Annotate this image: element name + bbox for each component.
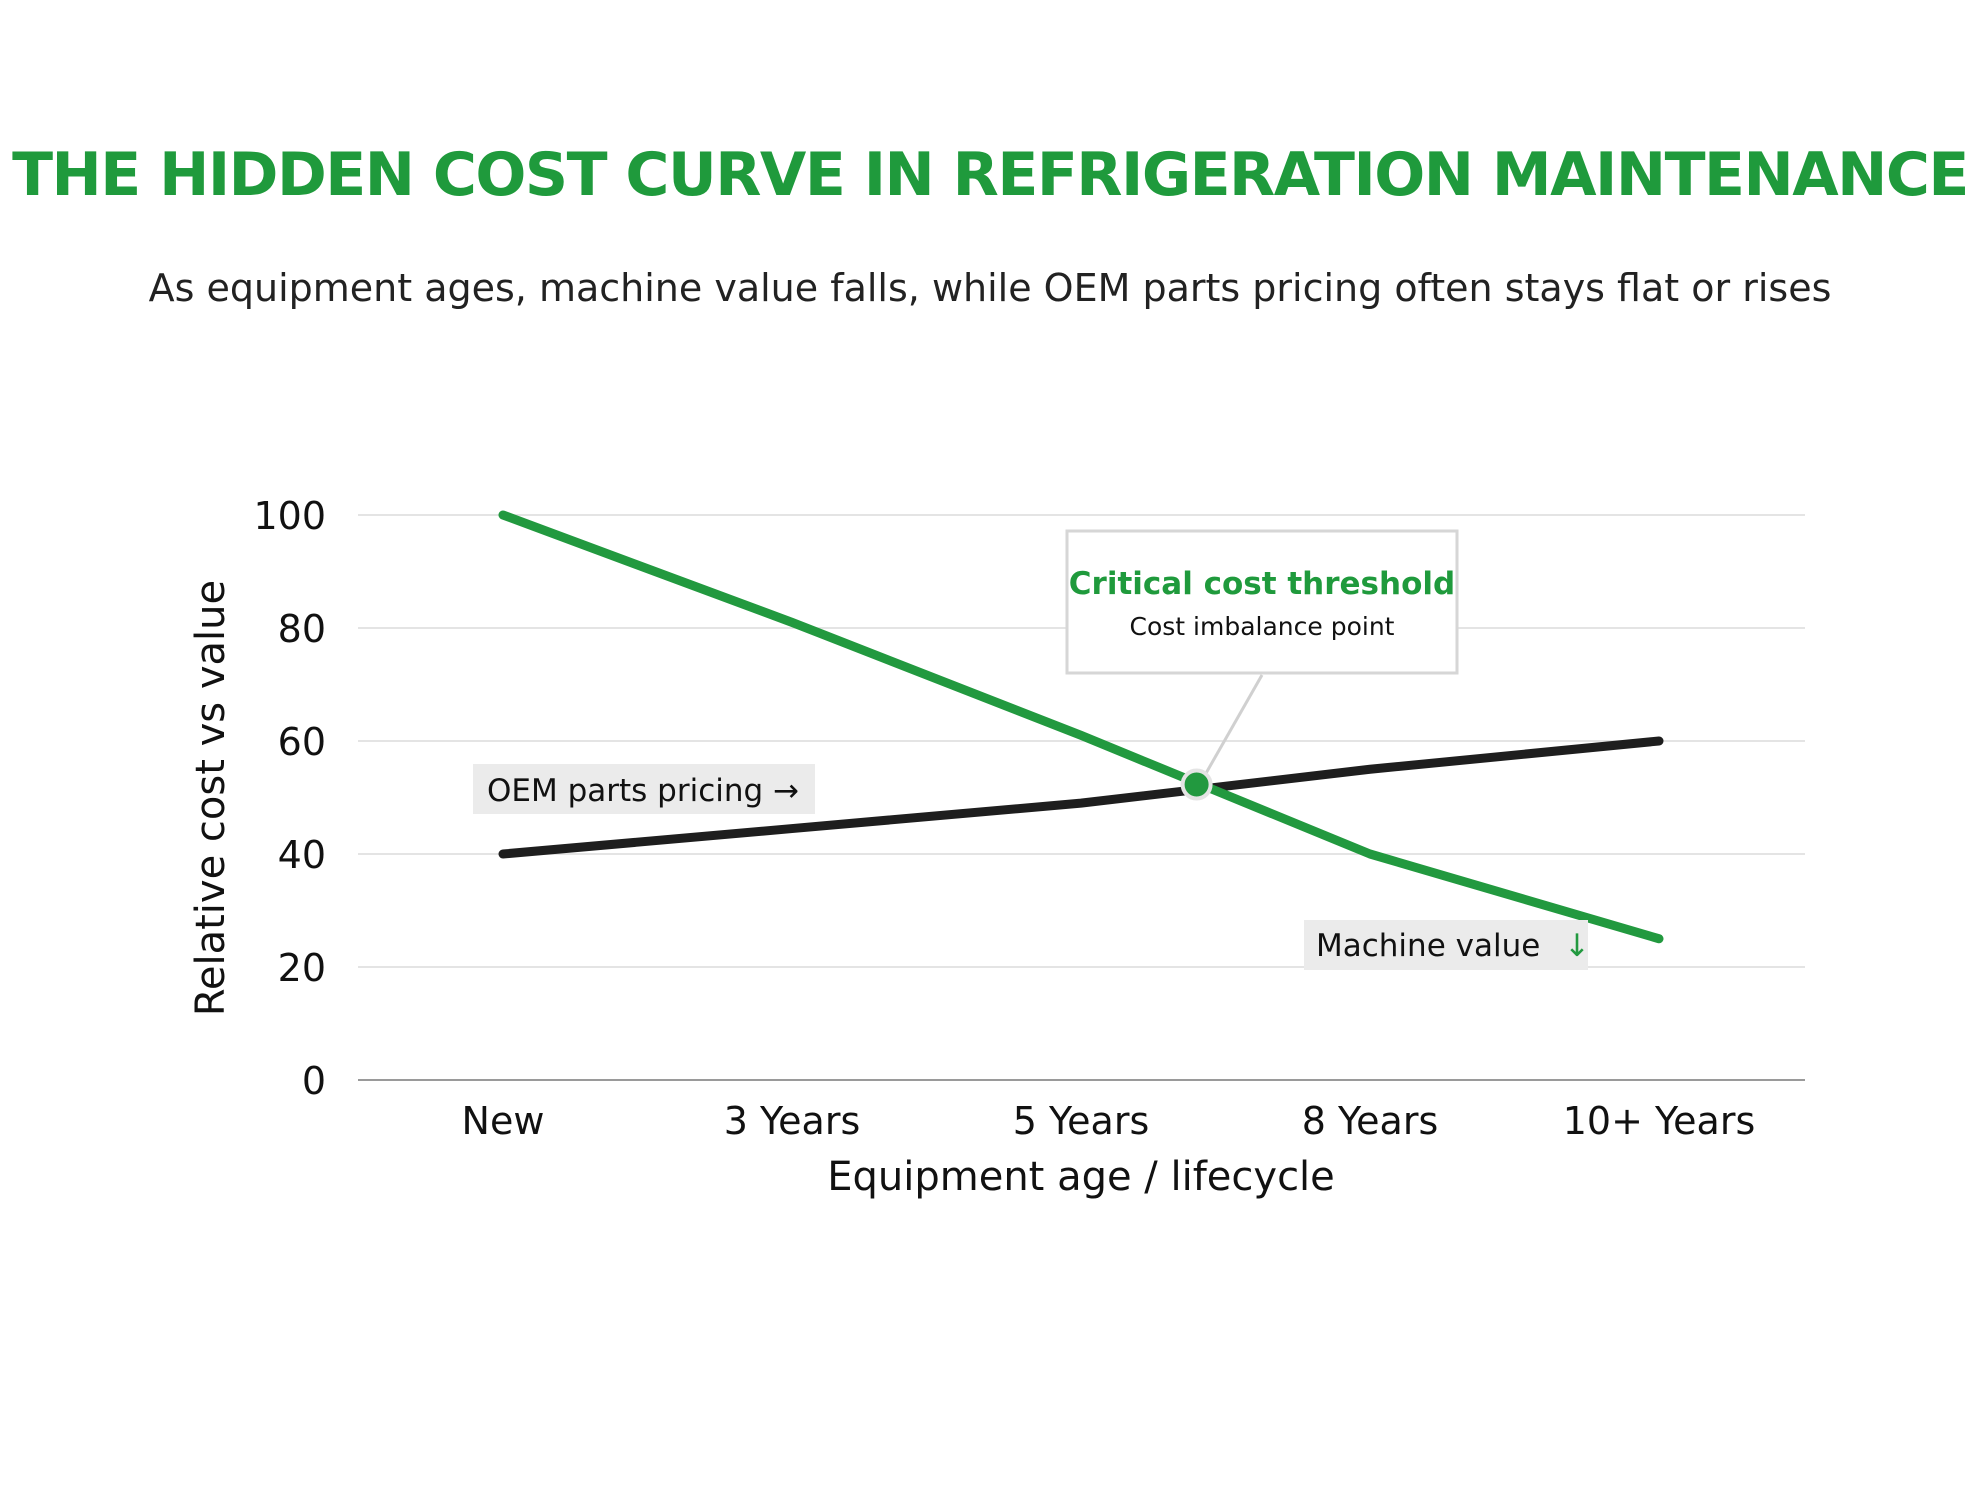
callout-box [1065,529,1459,675]
x-axis-label: Equipment age / lifecycle [827,1154,1335,1200]
chart-title: THE HIDDEN COST CURVE IN REFRIGERATION M… [12,140,1969,210]
grid-lines [358,514,1805,1081]
down-arrow-icon: ↓ [1564,928,1590,964]
machine-value-label: Machine value ↓ [1316,928,1590,964]
y-tick-label: 60 [278,720,326,764]
oem-parts-pricing-label: OEM parts pricing → [487,773,799,809]
callout-subtitle: Cost imbalance point [1130,612,1395,641]
y-tick-label: 0 [302,1059,326,1103]
x-tick-labels: New 3 Years 5 Years 8 Years 10+ Years [462,1099,1756,1143]
intersection-point [1180,768,1213,801]
y-tick-labels: 0 20 40 60 80 100 [253,494,326,1103]
machine-label-background [1304,920,1588,970]
y-tick-label: 20 [278,946,326,990]
x-tick-label: 3 Years [724,1099,861,1143]
series-line-machine [498,510,1664,944]
series-lines [498,510,1664,944]
y-tick-label: 80 [278,607,326,651]
oem-label-background [473,764,815,814]
machine-value-label-text: Machine value [1316,928,1540,964]
x-tick-label: 5 Years [1013,1099,1150,1143]
x-tick-label: 8 Years [1302,1099,1439,1143]
chart-subtitle: As equipment ages, machine value falls, … [148,266,1832,310]
series-line-oem [498,736,1664,859]
callout-title: Critical cost threshold [1069,566,1455,602]
y-tick-label: 40 [278,833,326,877]
x-tick-label: New [462,1099,545,1143]
callout-leader-line [1203,674,1264,776]
x-tick-label: 10+ Years [1563,1099,1756,1143]
y-tick-label: 100 [253,494,326,538]
y-axis-label: Relative cost vs value [188,580,234,1016]
